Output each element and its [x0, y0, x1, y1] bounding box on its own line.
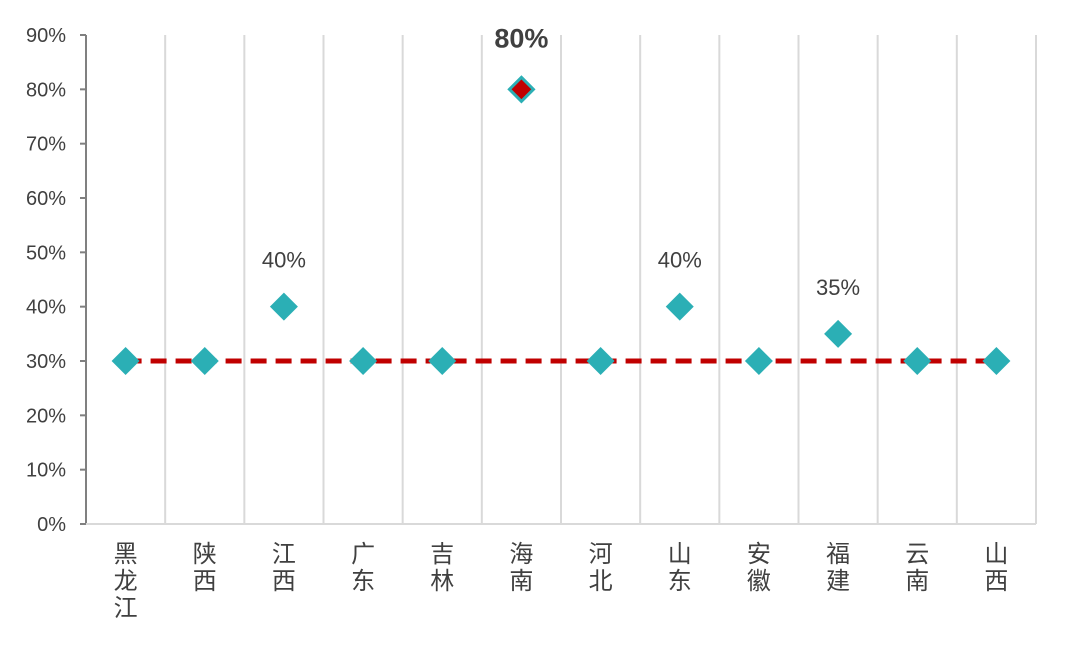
x-category-label: 福建 — [826, 540, 850, 595]
x-category-label: 吉林 — [430, 540, 454, 595]
x-category-label: 山东 — [668, 540, 692, 595]
y-tick-label: 50% — [26, 242, 66, 264]
x-category-label: 陕西 — [193, 540, 217, 595]
data-point — [982, 347, 1011, 375]
data-point — [111, 347, 140, 375]
data-label: 80% — [494, 23, 548, 53]
y-tick-label: 10% — [26, 460, 66, 482]
data-point — [349, 347, 378, 375]
y-tick-label: 80% — [26, 79, 66, 101]
data-label: 40% — [262, 248, 306, 273]
y-tick-label: 40% — [26, 297, 66, 319]
axes — [80, 34, 1036, 525]
y-tick-label: 0% — [37, 514, 66, 536]
data-points — [111, 75, 1011, 375]
data-point — [428, 347, 457, 375]
y-tick-label: 70% — [26, 134, 66, 156]
data-point — [824, 319, 853, 348]
x-category-label: 山西 — [984, 540, 1008, 595]
x-category-label: 云南 — [905, 540, 929, 595]
x-category-label: 黑龙江 — [114, 540, 138, 622]
x-category-label: 广东 — [351, 540, 375, 595]
y-tick-label: 30% — [26, 351, 66, 373]
y-tick-label: 20% — [26, 405, 66, 427]
y-tick-label: 90% — [26, 25, 66, 47]
data-point — [190, 347, 219, 375]
data-point — [586, 347, 615, 375]
x-category-label: 海南 — [509, 540, 533, 595]
data-point — [744, 347, 773, 375]
data-label: 35% — [816, 275, 860, 300]
y-axis-tick-labels: 0% 10% 20% 30% 40% 50% 60% 70% 80% 90% — [26, 25, 66, 536]
data-point — [665, 292, 694, 321]
x-category-label: 江西 — [272, 540, 296, 595]
data-labels: 40% 80% 40% 35% — [262, 23, 860, 300]
data-point — [903, 347, 932, 375]
vertical-gridlines — [164, 35, 1037, 524]
y-tick-label: 60% — [26, 188, 66, 210]
data-label: 40% — [658, 248, 702, 273]
data-point-highlight — [507, 75, 536, 104]
x-category-label: 安徽 — [747, 540, 771, 595]
data-point — [269, 292, 298, 321]
x-category-label: 河北 — [589, 540, 613, 595]
